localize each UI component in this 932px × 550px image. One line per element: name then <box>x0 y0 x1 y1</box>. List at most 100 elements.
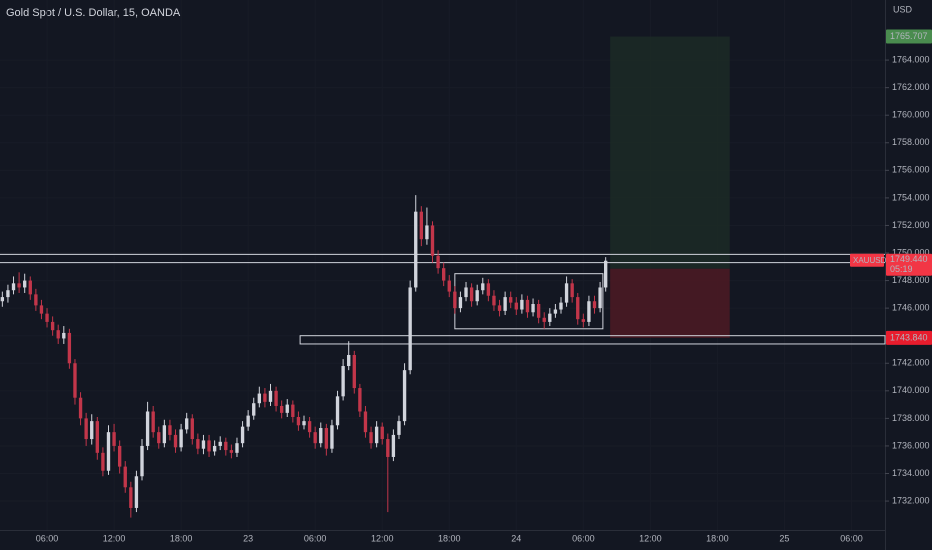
candle-body <box>307 421 312 433</box>
x-tick-label: 06:00 <box>36 533 59 543</box>
x-tick-label: 12:00 <box>103 533 126 543</box>
candle-body <box>73 363 77 398</box>
candle-body <box>397 421 401 435</box>
candle-body <box>6 290 10 298</box>
candle-body <box>592 301 597 309</box>
candle-body <box>576 297 580 320</box>
candle-body <box>319 428 323 444</box>
candle-body <box>441 268 446 281</box>
chart-title: Gold Spot / U.S. Dollar, 15, OANDA <box>6 7 181 19</box>
stop-price-tag: 1743.840 <box>890 332 928 342</box>
candle-body <box>112 432 116 446</box>
candle-body <box>34 294 38 306</box>
candle-body <box>509 297 513 303</box>
candle-body <box>402 370 407 422</box>
candle-body <box>347 354 351 367</box>
candle-body <box>458 297 463 309</box>
candle-body <box>525 299 530 313</box>
candle-body <box>514 302 518 310</box>
candle-body <box>129 487 133 508</box>
y-tick-label: 1762.000 <box>892 82 930 92</box>
candle-body <box>11 283 16 291</box>
candle-body <box>207 440 211 452</box>
x-tick-label: 18:00 <box>170 533 193 543</box>
candle-body <box>117 445 122 467</box>
x-tick-label: 06:00 <box>572 533 595 543</box>
candle-body <box>386 439 390 457</box>
candle-body <box>84 418 88 440</box>
candle-body <box>486 283 491 296</box>
candle-body <box>190 418 194 440</box>
candle-body <box>335 396 340 426</box>
candle-body <box>162 425 167 444</box>
y-tick-label: 1740.000 <box>892 385 930 395</box>
candle-body <box>28 280 32 295</box>
y-tick-label: 1736.000 <box>892 440 930 450</box>
x-tick-label: 25 <box>779 533 789 543</box>
candle-body <box>95 421 99 453</box>
candle-body <box>520 299 524 310</box>
candle-body <box>374 426 379 444</box>
candle-body <box>570 283 574 298</box>
candle-body <box>274 390 278 406</box>
candle-body <box>185 418 189 430</box>
target-price-tag-bg <box>886 29 932 44</box>
candle-body <box>604 260 608 288</box>
candle-body <box>23 280 27 288</box>
candle-body <box>587 301 591 322</box>
candle-body <box>201 440 206 449</box>
candle-body <box>212 445 217 452</box>
countdown-label: 05:19 <box>890 264 913 274</box>
profit-zone <box>610 36 730 269</box>
candle-body <box>62 332 66 339</box>
x-tick-label: 24 <box>511 533 521 543</box>
candle-body <box>106 432 111 471</box>
candle-body <box>419 211 424 240</box>
candle-body <box>45 313 49 322</box>
candle-body <box>246 415 250 427</box>
candle-body <box>481 283 485 291</box>
candle-body <box>302 421 306 426</box>
candle-body <box>285 404 289 413</box>
x-tick-label: 06:00 <box>304 533 327 543</box>
x-tick-label: 12:00 <box>371 533 394 543</box>
candle-body <box>531 303 535 313</box>
y-tick-label: 1756.000 <box>892 165 930 175</box>
stop-price-tag-bg <box>886 330 932 345</box>
y-tick-label: 1742.000 <box>892 358 930 368</box>
candle-body <box>279 405 284 413</box>
candle-body <box>408 287 412 371</box>
candle-body <box>268 390 273 402</box>
candle-body <box>581 319 586 322</box>
target-price-tag: 1765.707 <box>890 31 928 41</box>
y-tick-label: 1764.000 <box>892 54 930 64</box>
x-tick-label: 18:00 <box>438 533 461 543</box>
support-zone <box>299 335 886 345</box>
candle-body <box>140 445 144 477</box>
candle-body <box>90 421 94 440</box>
candle-body <box>363 411 368 433</box>
candle-body <box>257 393 261 404</box>
candle-body <box>252 403 256 416</box>
candle-body <box>168 425 172 435</box>
candle-body <box>235 443 239 453</box>
y-tick-label: 1732.000 <box>892 495 930 505</box>
x-tick-label: 12:00 <box>639 533 662 543</box>
candle-body <box>78 397 83 419</box>
candle-body <box>380 426 384 440</box>
x-tick-label: 23 <box>243 533 253 543</box>
candle-body <box>151 411 155 433</box>
candle-body <box>436 255 440 269</box>
candle-body <box>447 280 451 292</box>
candle-body <box>358 388 362 412</box>
candle-body <box>564 283 569 303</box>
candle-body <box>157 432 161 444</box>
candle-body <box>536 303 541 318</box>
candle-body <box>39 305 44 314</box>
candle-body <box>464 287 468 298</box>
candle-body <box>296 416 301 426</box>
candle-body <box>224 441 228 451</box>
candle-body <box>218 441 222 446</box>
